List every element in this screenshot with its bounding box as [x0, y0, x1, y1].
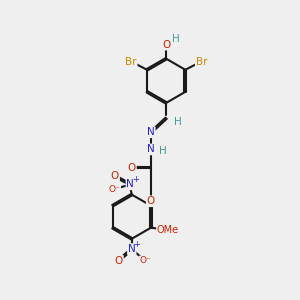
Text: O⁻: O⁻ — [109, 185, 120, 194]
Text: O: O — [111, 171, 119, 181]
Text: O⁻: O⁻ — [140, 256, 151, 266]
Text: Br: Br — [196, 56, 207, 67]
Text: N: N — [126, 179, 134, 189]
Text: O: O — [162, 40, 170, 50]
Text: OMe: OMe — [157, 225, 179, 235]
Text: H: H — [173, 117, 181, 127]
Text: +: + — [134, 240, 140, 249]
Text: O: O — [128, 163, 136, 173]
Text: O: O — [147, 196, 155, 206]
Text: N: N — [128, 244, 136, 254]
Text: N: N — [147, 144, 155, 154]
Text: N: N — [147, 127, 155, 137]
Text: +: + — [132, 175, 139, 184]
Text: Br: Br — [125, 56, 136, 67]
Text: H: H — [172, 34, 179, 44]
Text: H: H — [159, 146, 167, 156]
Text: O: O — [115, 256, 123, 266]
